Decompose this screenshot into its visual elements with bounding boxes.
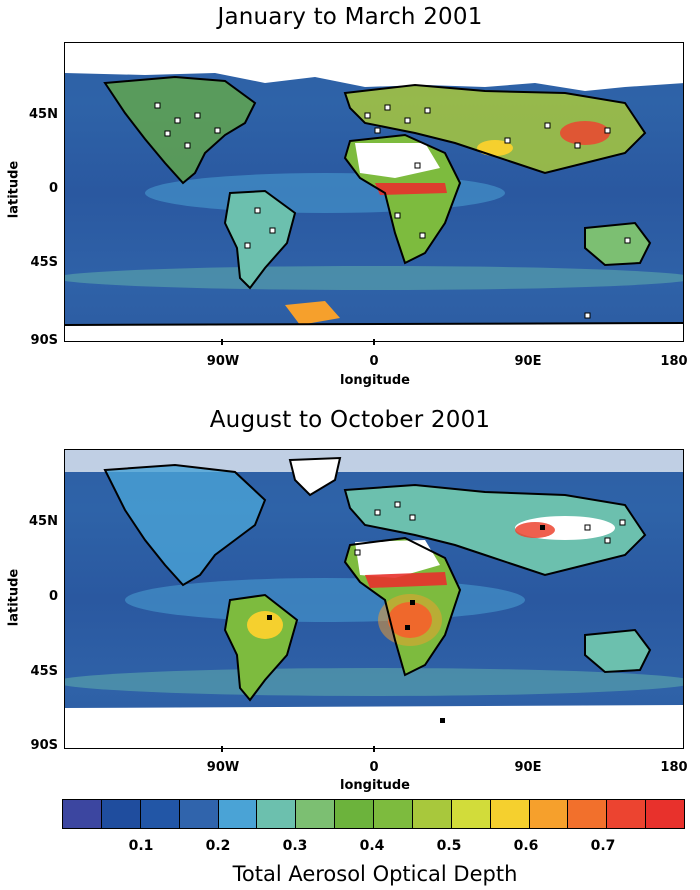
map2-title: August to October 2001: [209, 407, 491, 433]
colorbar-swatch: [257, 800, 297, 828]
map1-ytick-90s: 90S: [30, 333, 58, 348]
map2-ytick-0: 0: [48, 589, 58, 604]
colorbar-swatch: [374, 800, 413, 828]
colorbar-tick-0.7: 0.7: [590, 838, 616, 854]
map2-ytick-45s: 45S: [30, 664, 58, 679]
colorbar-swatch: [101, 800, 141, 828]
map2-xtickmark-90w: [221, 746, 223, 752]
colorbar-tick-0.4: 0.4: [359, 838, 385, 854]
colorbar-tick-0.5: 0.5: [436, 838, 462, 854]
map1-xtick-90w: 90W: [206, 354, 240, 369]
map2-plot: [64, 449, 684, 749]
colorbar-title: Total Aerosol Optical Depth: [232, 862, 518, 886]
map1-xtickmark-90w: [221, 339, 223, 345]
map2-ytick-45n: 45N: [29, 514, 58, 529]
map1-xtick-90e: 90E: [514, 354, 542, 369]
colorbar-swatch: [179, 800, 219, 828]
colorbar-tick-0.3: 0.3: [282, 838, 308, 854]
colorbar-swatch: [218, 800, 258, 828]
colorbar-swatch: [140, 800, 180, 828]
colorbar-swatch: [607, 800, 647, 828]
map2-ytick-90s: 90S: [30, 738, 58, 753]
map1-title: January to March 2001: [217, 4, 483, 30]
colorbar-tick-0.6: 0.6: [513, 838, 539, 854]
map1-xtickmark-0: [373, 339, 375, 345]
colorbar-swatch: [412, 800, 452, 828]
map1-ytick-45s: 45S: [30, 255, 58, 270]
colorbar-swatch: [335, 800, 374, 828]
map1-ytick-0: 0: [48, 181, 58, 196]
map1-xtick-180: 180: [660, 354, 688, 369]
map1-xtick-0: 0: [369, 354, 379, 369]
map2-xtick-0: 0: [369, 760, 379, 775]
map2-xtick-90w: 90W: [206, 760, 240, 775]
colorbar-swatch: [63, 800, 102, 828]
map2-world-map: [65, 450, 683, 748]
colorbar-swatch: [490, 800, 530, 828]
colorbar-tick-0.1: 0.1: [128, 838, 154, 854]
map1-world-map: [65, 43, 683, 341]
colorbar: [62, 799, 685, 829]
colorbar-swatch: [529, 800, 569, 828]
map2-xtickmark-0: [373, 746, 375, 752]
map1-plot: [64, 42, 684, 342]
map1-ytick-45n: 45N: [29, 107, 58, 122]
colorbar-swatch: [296, 800, 336, 828]
map1-xlabel: longitude: [340, 373, 410, 388]
colorbar-tick-0.2: 0.2: [205, 838, 231, 854]
colorbar-swatch: [568, 800, 608, 828]
map2-xtick-180: 180: [660, 760, 688, 775]
map2-xlabel: longitude: [340, 778, 410, 793]
colorbar-swatch: [646, 800, 684, 828]
colorbar-swatch: [451, 800, 491, 828]
map2-xtick-90e: 90E: [514, 760, 542, 775]
